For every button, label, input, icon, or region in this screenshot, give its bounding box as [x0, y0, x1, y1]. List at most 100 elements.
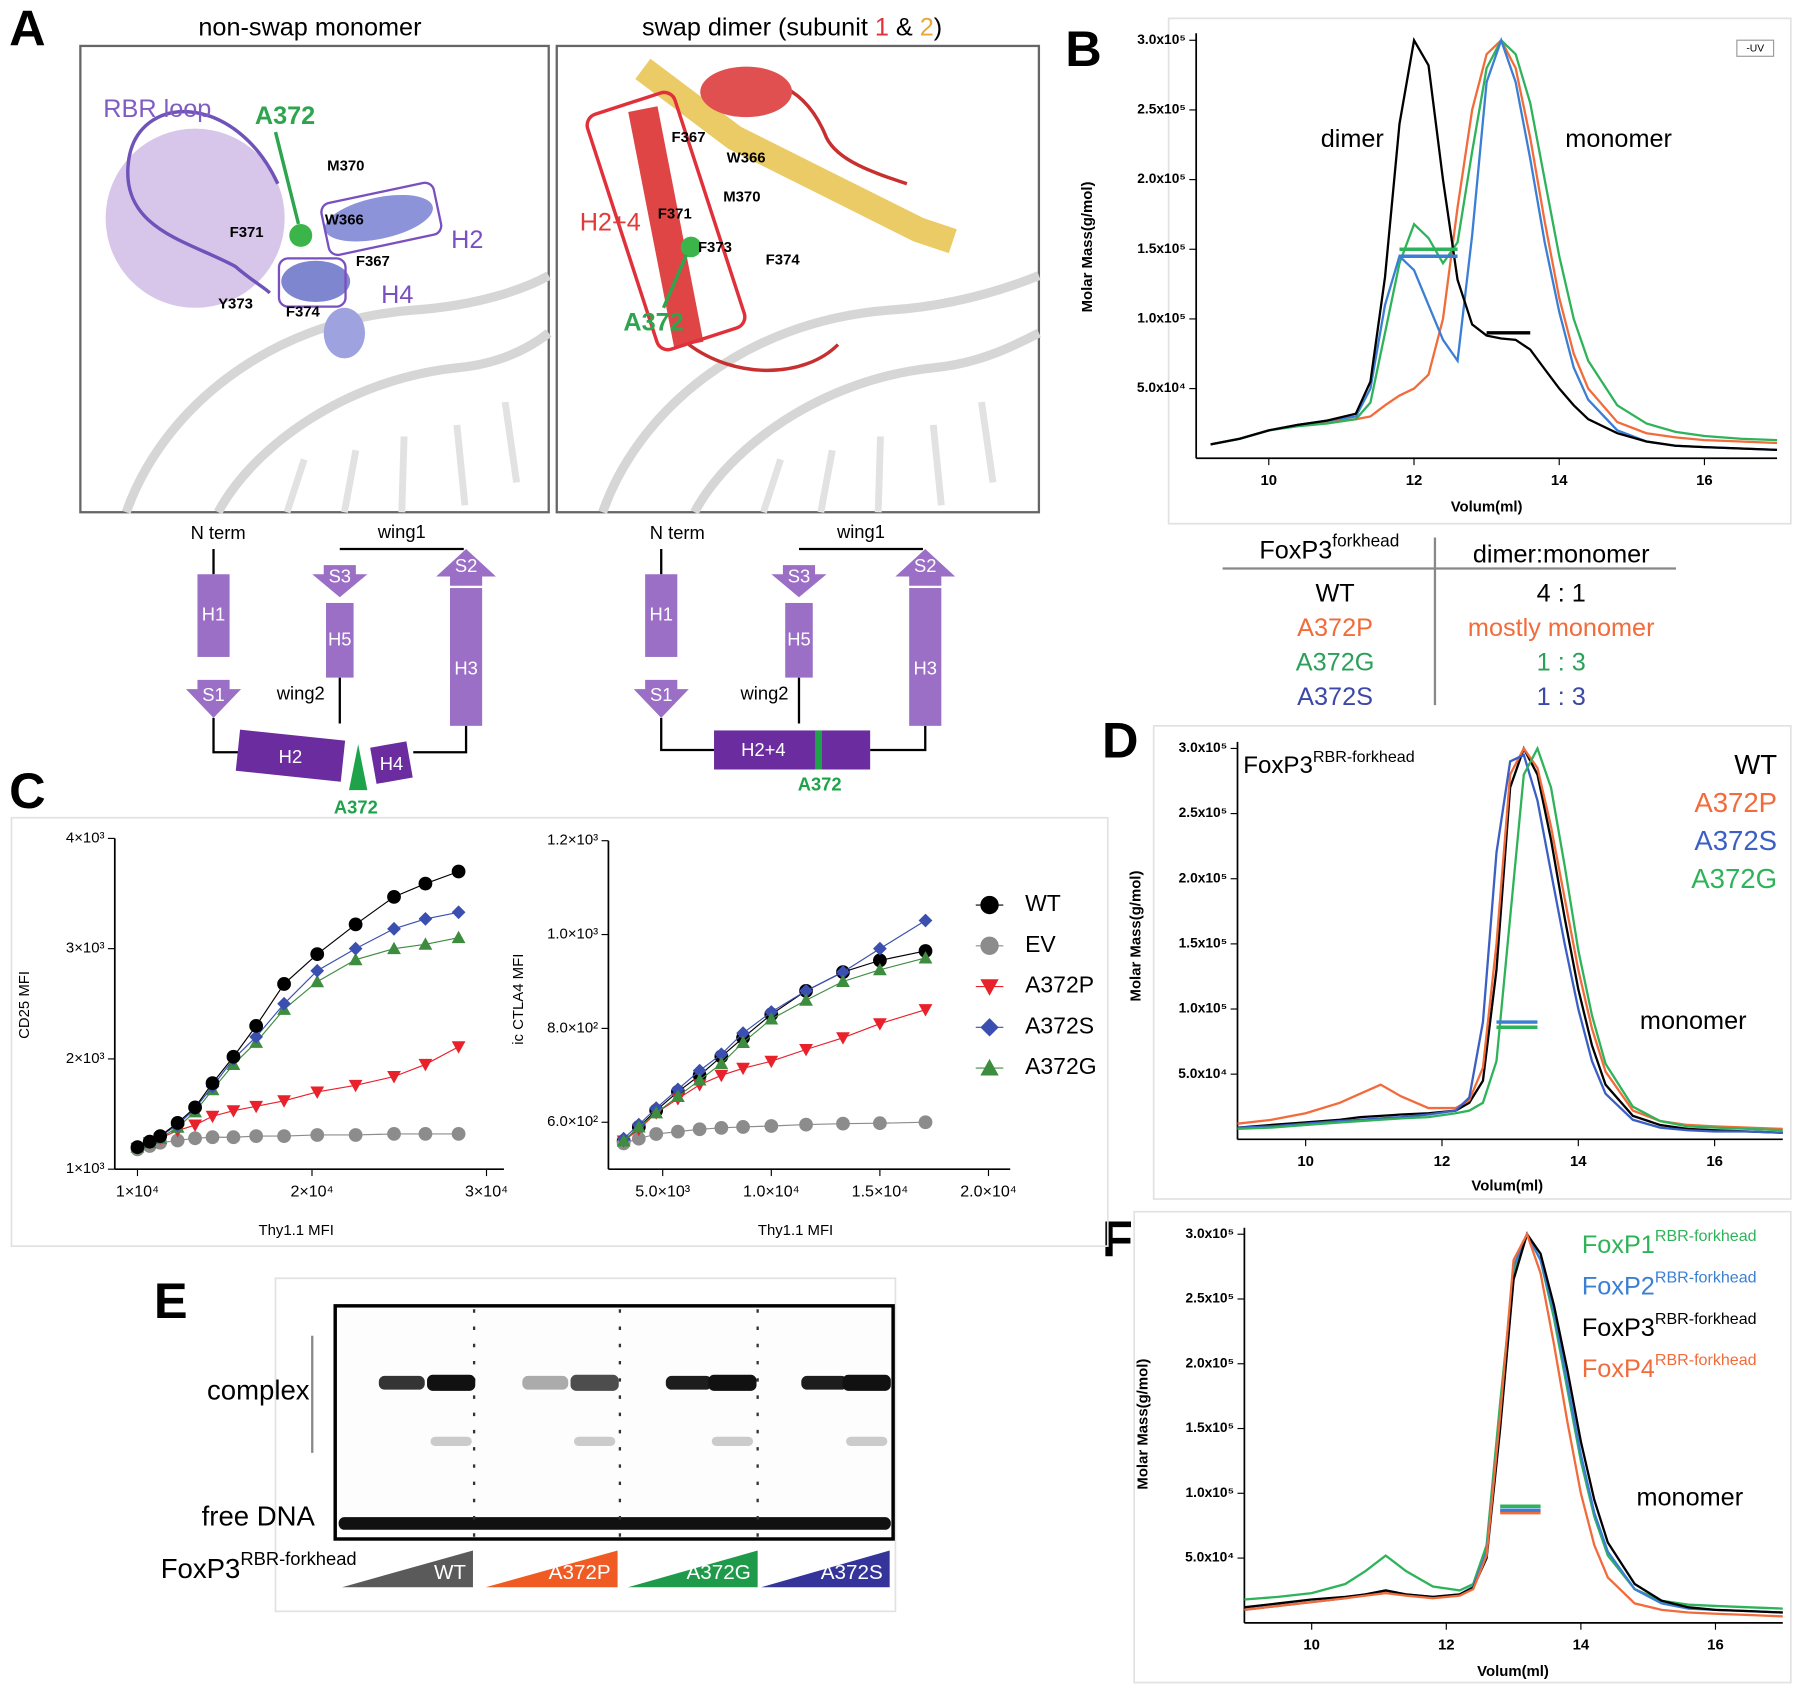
- chart: 1×10⁴ 2×10⁴ 3×10⁴ 1×10³ 2×10³ 3×10³ 4×10³ CD25 …: [16, 829, 508, 1239]
- panel-label: E: [154, 1272, 188, 1329]
- y-tick-label: 3.0x10⁵: [1179, 740, 1228, 755]
- x-tick-label: 14: [1570, 1153, 1587, 1170]
- y-tick-label: 8.0×10²: [547, 1019, 598, 1036]
- marker: [764, 1055, 779, 1069]
- y-tick-label: 2.0x10⁵: [1137, 171, 1186, 186]
- label: H1: [202, 603, 225, 624]
- label: N term: [191, 522, 246, 543]
- title-sup: RBR-forkhead: [1313, 748, 1415, 766]
- title-part: ): [934, 13, 942, 41]
- group-label: WT: [434, 1561, 466, 1584]
- marker: [918, 1115, 933, 1130]
- y-tick-label: 1.2×10³: [547, 832, 598, 849]
- table-cell: mostly monomer: [1468, 614, 1655, 642]
- label: wing2: [740, 683, 789, 704]
- marker: [764, 1119, 779, 1133]
- marker: [130, 1140, 145, 1155]
- label: S2: [455, 555, 477, 576]
- y-tick-label: 2.0x10⁵: [1179, 870, 1228, 885]
- x-tick-label: 12: [1438, 1637, 1455, 1654]
- label: Y373: [218, 295, 253, 312]
- marker: [387, 921, 401, 936]
- x-tick-label: 2.0×10⁴: [960, 1182, 1017, 1200]
- marker: [226, 1130, 241, 1145]
- panel-title: swap dimer (subunit 1 & 2): [642, 13, 942, 41]
- series-line: [137, 1133, 459, 1150]
- marker: [714, 1069, 729, 1083]
- complex-band: [708, 1374, 757, 1391]
- group-label: A372P: [549, 1561, 611, 1584]
- table-cell: A372P: [1297, 614, 1373, 642]
- table-header: dimer:monomer: [1473, 541, 1650, 569]
- y-tick-label: 1.0×10³: [547, 925, 598, 942]
- y-axis-label: Molar Mass(g/mol): [1127, 871, 1144, 1002]
- legend-label: A372G: [1025, 1053, 1096, 1079]
- series-line: [1237, 753, 1783, 1134]
- marker: [918, 1004, 933, 1017]
- y-tick-label: 1.0x10⁵: [1185, 1485, 1234, 1500]
- label: A372: [623, 309, 683, 337]
- marker: [348, 917, 363, 932]
- y-tick-label: 5.0x10⁴: [1178, 1066, 1227, 1081]
- label: F371: [230, 224, 264, 241]
- marker: [418, 937, 433, 950]
- marker: [226, 1049, 241, 1064]
- y-tick-label: 1.0x10⁵: [1179, 1001, 1228, 1016]
- label: N term: [650, 522, 705, 543]
- gel-label: free DNA: [202, 1501, 316, 1532]
- marker: [649, 1105, 664, 1119]
- marker: [836, 1032, 850, 1045]
- marker: [188, 1131, 202, 1146]
- label: S3: [788, 566, 810, 587]
- x-axis-label: Volum(ml): [1477, 1663, 1549, 1680]
- marker: [918, 944, 933, 958]
- legend-name: A372G: [1025, 1053, 1096, 1079]
- panel-label: D: [1102, 712, 1138, 769]
- protein-sup: RBR-forkhead: [240, 1549, 356, 1570]
- label: S2: [914, 555, 936, 576]
- legend-sup: RBR-forkhead: [1655, 1351, 1757, 1369]
- label: wing1: [377, 521, 426, 542]
- y-tick-label: 2×10³: [66, 1050, 105, 1067]
- marker: [799, 1117, 813, 1132]
- badge: -UV: [1746, 44, 1764, 55]
- marker: [418, 1127, 433, 1141]
- y-tick-label: 4×10³: [66, 829, 105, 846]
- y-axis-label: Molar Mass(g/mol): [1079, 181, 1096, 312]
- complex-band: [801, 1375, 848, 1390]
- legend-label: A372P: [1025, 972, 1094, 998]
- title-part: swap dimer (subunit: [642, 13, 875, 41]
- title-part: 2: [920, 13, 934, 41]
- marker: [671, 1124, 685, 1139]
- title-text: FoxP3: [1243, 753, 1313, 780]
- marker: [205, 1110, 220, 1124]
- label: F367: [672, 129, 706, 146]
- marker: [799, 993, 813, 1006]
- y-tick-label: 2.5x10⁵: [1185, 1291, 1234, 1306]
- series-line: [1237, 745, 1783, 1132]
- complex-band: [522, 1375, 569, 1390]
- marker: [873, 962, 887, 976]
- series-line: [1244, 1231, 1783, 1618]
- title-part: 1: [875, 13, 889, 41]
- free-dna-band: [338, 1517, 891, 1530]
- annotation: monomer: [1565, 125, 1672, 153]
- panel-label: F: [1102, 1210, 1133, 1267]
- label: H2: [279, 746, 302, 767]
- label: RBR loop: [103, 95, 211, 123]
- label: H4: [381, 281, 413, 309]
- marker: [692, 1122, 707, 1137]
- marker: [226, 1105, 241, 1118]
- marker: [310, 974, 325, 988]
- x-axis-label: Volum(ml): [1471, 1177, 1543, 1194]
- minor-band: [846, 1436, 888, 1446]
- marker: [188, 1119, 202, 1132]
- series-line: [1210, 36, 1778, 452]
- marker: [387, 941, 401, 955]
- marker: [153, 1129, 168, 1143]
- legend-sup: RBR-forkhead: [1655, 1310, 1757, 1328]
- label: wing1: [836, 521, 885, 542]
- series-line: [1210, 38, 1778, 446]
- chart: 10 12 14 16 5.0x10⁴ 1.0x10⁵ 1.5x10⁵ 2.0x10⁵ 2.5x…: [1127, 740, 1783, 1194]
- series-line: [1237, 745, 1783, 1134]
